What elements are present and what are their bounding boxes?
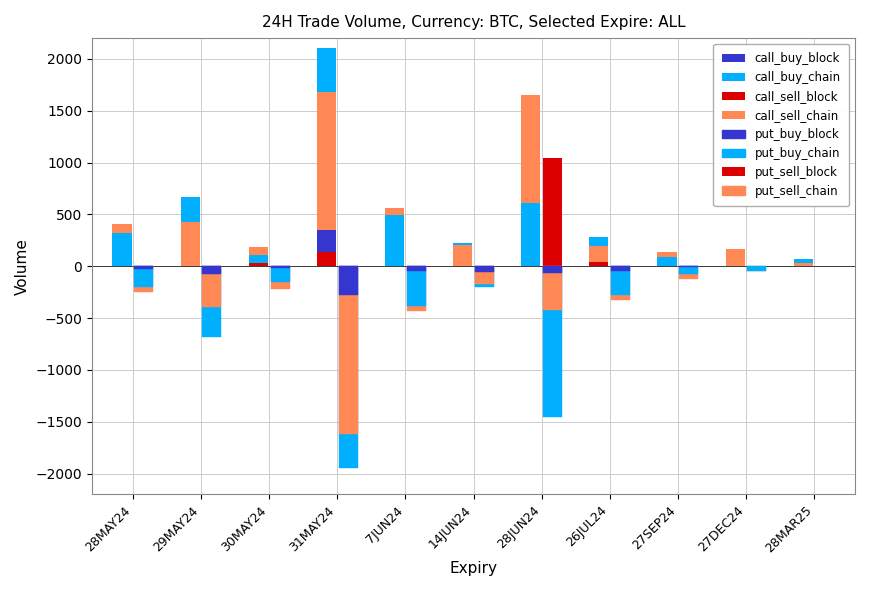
Bar (338, 266, 357, 434)
Title: 24H Trade Volume, Currency: BTC, Selected Expire: ALL: 24H Trade Volume, Currency: BTC, Selecte… (262, 15, 685, 30)
Bar (134, 266, 153, 287)
Bar (384, 215, 403, 266)
Bar (407, 266, 425, 311)
Bar (679, 266, 698, 278)
Bar (657, 252, 676, 266)
Bar (112, 223, 131, 266)
Bar (474, 266, 494, 284)
Bar (407, 266, 425, 306)
Bar (270, 266, 289, 289)
Bar (588, 236, 607, 266)
Bar (521, 95, 540, 266)
Bar (249, 263, 268, 266)
Bar (610, 266, 629, 296)
Bar (181, 222, 199, 266)
Bar (746, 266, 766, 271)
Bar (338, 266, 357, 468)
Bar (202, 266, 222, 337)
Bar (181, 197, 199, 266)
Bar (270, 266, 289, 268)
Bar (453, 245, 472, 266)
Bar (657, 257, 676, 266)
Bar (249, 247, 268, 266)
Bar (202, 266, 222, 274)
Bar (134, 266, 153, 292)
Bar (793, 259, 812, 266)
Bar (316, 252, 335, 266)
Bar (202, 266, 222, 307)
Bar (134, 266, 153, 269)
Bar (725, 249, 744, 266)
Bar (521, 203, 540, 266)
Bar (610, 266, 629, 271)
Bar (270, 266, 289, 282)
Bar (474, 266, 494, 287)
Bar (316, 230, 335, 266)
Bar (338, 266, 357, 296)
Bar (384, 208, 403, 266)
Bar (407, 266, 425, 271)
Bar (588, 246, 607, 266)
Bar (588, 262, 607, 266)
Bar (679, 266, 698, 267)
X-axis label: Expiry: Expiry (449, 561, 497, 576)
Bar (316, 92, 335, 266)
Bar (316, 48, 335, 266)
Bar (542, 266, 561, 417)
Bar (249, 255, 268, 266)
Y-axis label: Volume: Volume (15, 238, 30, 295)
Bar (746, 266, 766, 271)
Bar (112, 233, 131, 266)
Bar (542, 266, 561, 274)
Bar (610, 266, 629, 300)
Bar (453, 243, 472, 266)
Bar (793, 263, 812, 266)
Bar (679, 266, 698, 274)
Legend: call_buy_block, call_buy_chain, call_sell_block, call_sell_chain, put_buy_block,: call_buy_block, call_buy_chain, call_sel… (713, 44, 848, 206)
Bar (474, 266, 494, 272)
Bar (542, 158, 561, 266)
Bar (542, 266, 561, 310)
